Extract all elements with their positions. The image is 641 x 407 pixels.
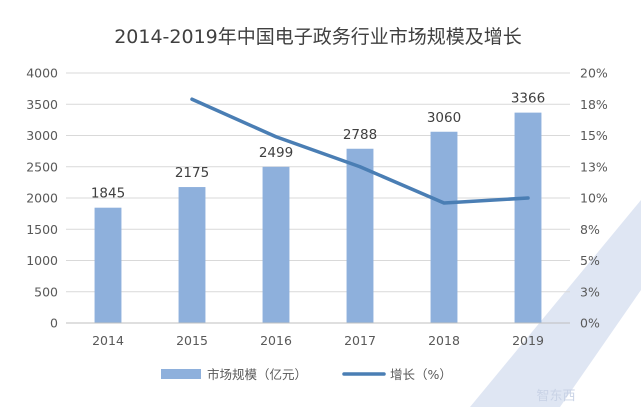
y-left-tick-label: 1500 xyxy=(26,222,58,237)
bar xyxy=(430,131,458,323)
bar xyxy=(94,207,122,323)
x-axis: 2014 2015 2016 2017 2018 2019 xyxy=(66,322,570,348)
y-right-tick-label: 8% xyxy=(580,222,600,237)
y-left-tick-label: 4000 xyxy=(26,66,58,81)
bar-data-label: 2788 xyxy=(343,127,377,143)
y-right-tick-label: 20% xyxy=(580,66,608,81)
bar-data-label: 3060 xyxy=(427,110,461,126)
x-tick-label: 2014 xyxy=(92,333,124,348)
y-left-tick-label: 0 xyxy=(50,316,58,331)
y-right-tick-label: 18% xyxy=(580,97,608,112)
y-left-tick-label: 2000 xyxy=(26,191,58,206)
y-right-axis: 0% 3% 5% 8% 10% 13% 15% 18% 20% xyxy=(580,66,608,331)
chart-title: 2014-2019年中国电子政务行业市场规模及增长 xyxy=(114,26,522,48)
bar-series xyxy=(94,112,542,323)
x-tick-label: 2016 xyxy=(260,333,292,348)
growth-point xyxy=(442,201,446,205)
y-left-tick-label: 3500 xyxy=(26,97,58,112)
growth-point xyxy=(190,97,194,101)
watermark-text: 智东西 xyxy=(536,389,575,404)
line-series xyxy=(190,97,530,205)
bar-data-label: 3366 xyxy=(511,91,545,107)
bar xyxy=(178,187,206,323)
bar-data-label: 2499 xyxy=(259,145,293,161)
data-labels: 1845 2175 2499 2788 3060 3366 xyxy=(91,91,545,202)
gridlines xyxy=(66,72,570,324)
bar-data-label: 1845 xyxy=(91,186,125,202)
y-right-tick-label: 5% xyxy=(580,253,600,268)
growth-point xyxy=(274,135,278,139)
y-right-tick-label: 13% xyxy=(580,159,608,174)
y-left-tick-label: 3000 xyxy=(26,128,58,143)
legend-label-line: 增长（%） xyxy=(390,367,452,382)
legend: 市场规模（亿元） 增长（%） xyxy=(161,367,452,382)
y-left-axis: 0 500 1000 1500 2000 2500 3000 3500 4000 xyxy=(26,66,58,331)
x-tick-label: 2019 xyxy=(512,333,544,348)
y-left-tick-label: 1000 xyxy=(26,253,58,268)
bar xyxy=(514,112,542,323)
legend-label-bar: 市场规模（亿元） xyxy=(207,367,307,382)
growth-point xyxy=(526,196,530,200)
x-tick-label: 2018 xyxy=(428,333,460,348)
x-tick-label: 2017 xyxy=(344,333,376,348)
y-left-tick-label: 2500 xyxy=(26,159,58,174)
bar xyxy=(262,166,290,323)
bar-data-label: 2175 xyxy=(175,165,209,181)
y-left-tick-label: 500 xyxy=(34,284,58,299)
legend-swatch-bar xyxy=(161,369,201,379)
growth-point xyxy=(358,165,362,169)
y-right-tick-label: 10% xyxy=(580,191,608,206)
y-right-tick-label: 15% xyxy=(580,128,608,143)
bar xyxy=(346,148,374,323)
y-right-tick-label: 3% xyxy=(580,284,600,299)
y-right-tick-label: 0% xyxy=(580,316,600,331)
watermark: 智东西 xyxy=(470,200,641,407)
x-tick-label: 2015 xyxy=(176,333,208,348)
